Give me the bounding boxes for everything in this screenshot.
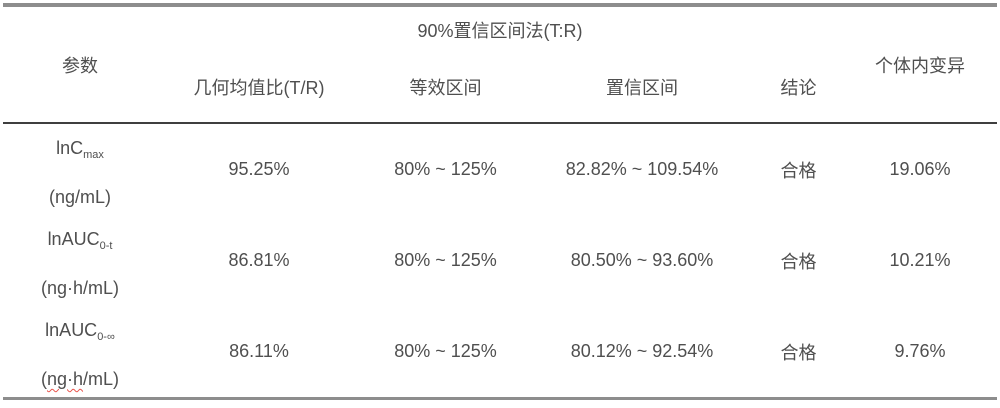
unit-text: (ng/mL)	[48, 187, 111, 207]
parameter-subscript: 0-∞	[97, 331, 115, 343]
unit-text: (ng·h/mL)	[40, 278, 120, 298]
parameter-unit: (ng/mL)	[3, 186, 157, 208]
header-90ci-method: 90%置信区间法(T:R)	[417, 20, 583, 41]
bioequivalence-table: 参数 90%置信区间法(T:R) 个体内变异 几何均值比(T/R) 等效区间 置…	[3, 3, 998, 400]
variability-value: 9.76%	[894, 341, 946, 361]
confidence-interval-value: 80.50% ~ 93.60%	[570, 250, 714, 270]
parameter-name: lnCmax	[3, 137, 157, 162]
table-body: lnCmax (ng/mL) 95.25% 80% ~ 125% 82.82% …	[3, 123, 997, 399]
table-row-lnauc0inf: lnAUC0-∞ (ng·h/mL) 86.11% 80% ~ 125% 80.…	[3, 306, 997, 399]
confidence-interval-value: 82.82% ~ 109.54%	[565, 159, 719, 179]
header-intra-individual-variability: 个体内变异	[843, 5, 998, 124]
header-row-group: 参数 90%置信区间法(T:R) 个体内变异	[3, 5, 998, 124]
parameter-cell: lnCmax (ng/mL)	[3, 123, 157, 215]
table-header: 参数 90%置信区间法(T:R) 个体内变异 几何均值比(T/R) 等效区间 置…	[3, 5, 998, 124]
equivalence-interval-value: 80% ~ 125%	[394, 341, 497, 361]
parameter-base: lnAUC	[47, 229, 100, 249]
parameter-subscript: max	[83, 149, 104, 161]
equivalence-interval-value: 80% ~ 125%	[394, 159, 497, 179]
confidence-interval-value: 80.12% ~ 92.54%	[570, 341, 714, 361]
header-equivalence-interval: 等效区间	[361, 52, 530, 124]
header-parameter: 参数	[3, 5, 157, 124]
conclusion-value: 合格	[780, 342, 817, 363]
variability-value: 19.06%	[889, 159, 951, 179]
parameter-unit: (ng·h/mL)	[3, 277, 157, 299]
conclusion-value: 合格	[780, 160, 817, 181]
unit-text: (	[40, 369, 47, 389]
document-page: 参数 90%置信区间法(T:R) 个体内变异 几何均值比(T/R) 等效区间 置…	[0, 3, 1000, 408]
gmr-value: 86.11%	[229, 341, 289, 361]
header-row-sub: 几何均值比(T/R) 等效区间 置信区间 结论	[3, 52, 997, 124]
table-row-lnauc0t: lnAUC0-t (ng·h/mL) 86.81% 80% ~ 125% 80.…	[3, 215, 997, 306]
header-confidence-interval: 置信区间	[530, 52, 754, 124]
unit-text: /mL)	[83, 369, 120, 389]
header-geometric-mean-ratio: 几何均值比(T/R)	[157, 52, 361, 124]
parameter-cell: lnAUC0-t (ng·h/mL)	[3, 215, 157, 306]
table-row-lncmax: lnCmax (ng/mL) 95.25% 80% ~ 125% 82.82% …	[3, 123, 997, 215]
parameter-base: lnC	[56, 138, 84, 158]
header-conclusion: 结论	[754, 52, 844, 124]
parameter-name: lnAUC0-t	[3, 228, 157, 253]
gmr-value: 86.81%	[228, 250, 290, 270]
gmr-value: 95.25%	[228, 159, 290, 179]
conclusion-value: 合格	[780, 251, 817, 272]
parameter-unit: (ng·h/mL)	[3, 368, 157, 390]
equivalence-interval-value: 80% ~ 125%	[394, 250, 497, 270]
parameter-subscript: 0-t	[99, 240, 113, 252]
unit-misspelled-text: ng·h	[46, 369, 84, 389]
parameter-cell: lnAUC0-∞ (ng·h/mL)	[3, 306, 157, 399]
parameter-name: lnAUC0-∞	[3, 319, 157, 344]
parameter-base: lnAUC	[45, 320, 98, 340]
variability-value: 10.21%	[889, 250, 951, 270]
